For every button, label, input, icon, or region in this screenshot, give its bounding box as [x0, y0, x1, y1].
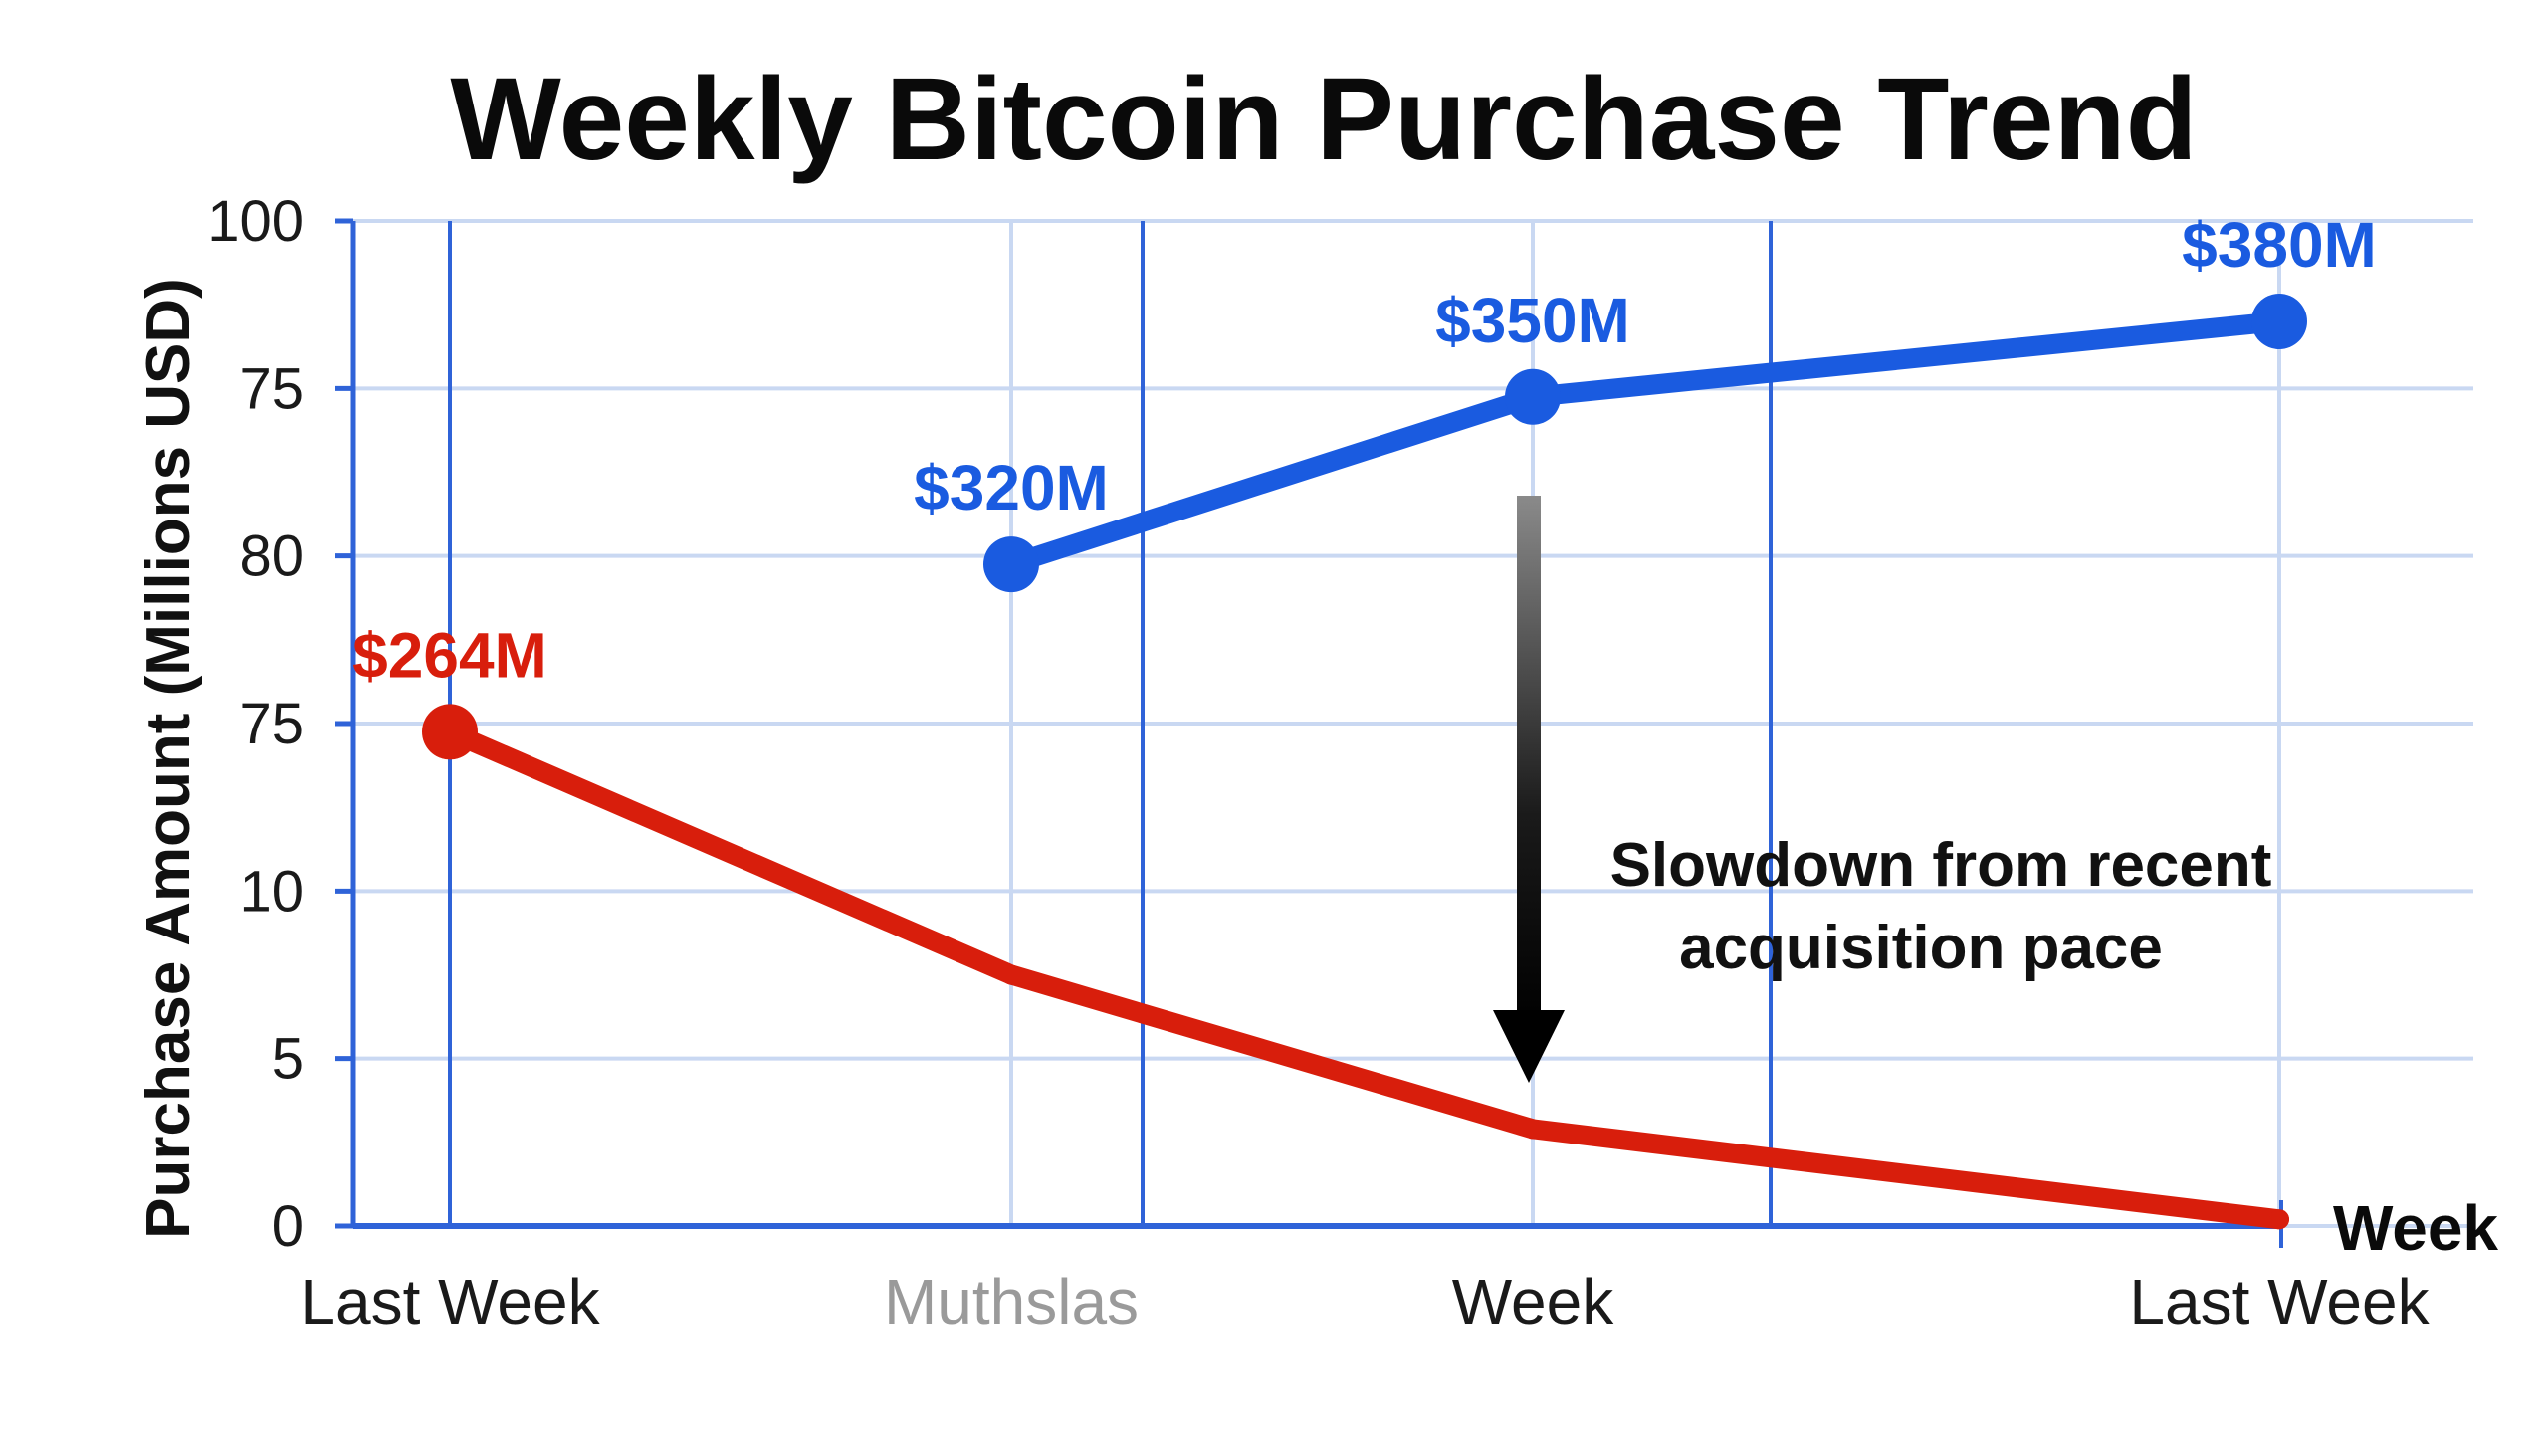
- annotation-arrow: [1493, 496, 1565, 1083]
- data-point: [1505, 368, 1561, 425]
- x-tick-label: Muthslas: [884, 1266, 1139, 1338]
- data-point: [2251, 294, 2307, 349]
- x-tick-label: Last Week: [300, 1266, 600, 1338]
- chart-title: Weekly Bitcoin Purchase Trend: [450, 54, 2197, 185]
- data-point: [422, 704, 478, 760]
- data-label: $380M: [2182, 209, 2377, 281]
- annotation-line-2: acquisition pace: [1679, 914, 2163, 982]
- x-tick-labels: Last Week Muthslas Week Last Week: [300, 1266, 2430, 1338]
- y-tick-label: 5: [272, 1027, 304, 1092]
- data-label: $320M: [914, 452, 1109, 523]
- x-tick-label: Week: [1452, 1266, 1614, 1338]
- axes: [335, 218, 2283, 1248]
- data-label: $350M: [1435, 285, 1630, 356]
- y-tick-label: 100: [207, 189, 304, 254]
- y-axis-label: Purchase Amount (Millions USD): [134, 278, 203, 1239]
- annotation-arrow-head: [1493, 1010, 1565, 1083]
- y-tick-label: 80: [239, 524, 304, 589]
- data-label: $264M: [352, 619, 547, 691]
- x-axis-label: Week: [2333, 1192, 2498, 1264]
- data-point: [1523, 1119, 1543, 1140]
- data-point: [1001, 964, 1021, 985]
- series-line: [440, 722, 2289, 1230]
- y-tick-labels: 100 75 80 75 10 5 0: [207, 189, 304, 1259]
- annotation-arrow-shaft: [1517, 496, 1541, 1028]
- annotation-line-1: Slowdown from recent: [1610, 831, 2272, 900]
- series-1: $320M $350M $380M: [914, 209, 2377, 593]
- series: $320M $350M $380M $264M: [352, 209, 2377, 1230]
- y-tick-label: 0: [272, 1194, 304, 1259]
- series-2: $264M: [352, 619, 2289, 1230]
- data-point: [2269, 1209, 2289, 1230]
- y-tick-label: 10: [239, 859, 304, 924]
- x-tick-label: Last Week: [2129, 1266, 2430, 1338]
- y-tick-label: 75: [239, 356, 304, 421]
- data-point: [983, 536, 1039, 593]
- y-tick-label: 75: [239, 692, 304, 756]
